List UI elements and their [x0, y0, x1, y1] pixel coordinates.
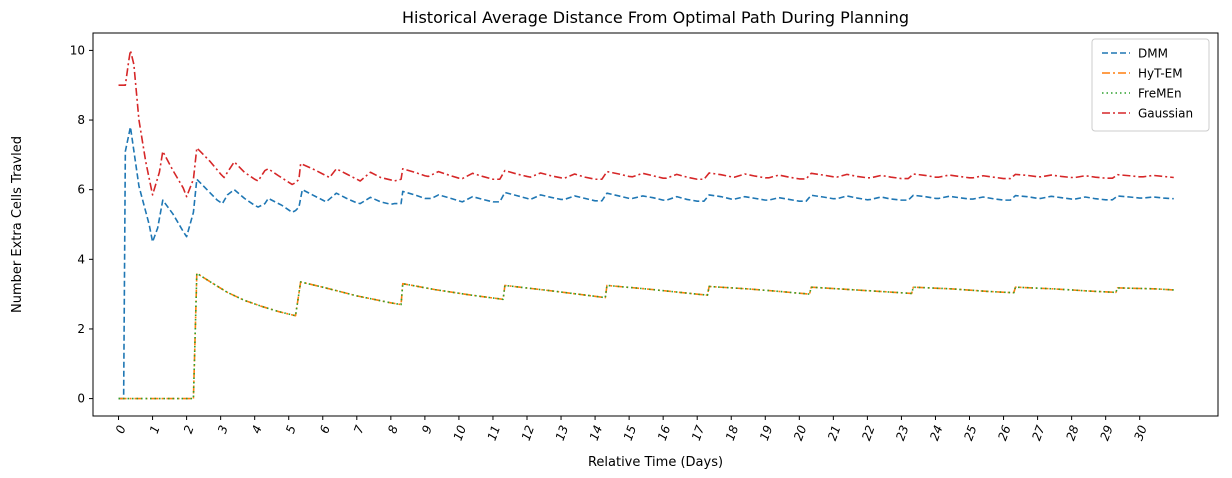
x-tick-label: 27 [1029, 423, 1048, 442]
x-tick-label: 4 [249, 423, 265, 435]
x-tick-label: 9 [419, 423, 435, 435]
y-tick-label: 2 [77, 322, 85, 336]
x-tick-label: 20 [791, 423, 810, 442]
x-axis: 0 1 2 3 4 5 6 7 8 9 10 11 12 13 14 15 16 17 18 19 20 21 22 23 24… [113, 416, 1150, 443]
x-axis-label: Relative Time (Days) [588, 455, 723, 470]
chart-title: Historical Average Distance From Optimal… [402, 8, 909, 27]
x-tick-label: 11 [485, 423, 503, 442]
x-tick-label: 17 [689, 423, 708, 442]
x-tick-label: 1 [147, 423, 163, 435]
x-tick-label: 30 [1131, 423, 1150, 442]
axes-background [93, 33, 1218, 416]
x-tick-label: 12 [519, 423, 537, 442]
legend: DMM HyT-EM FreMEn Gaussian [1091, 38, 1210, 132]
x-tick-label: 18 [723, 423, 742, 442]
legend-label: FreMEn [1138, 87, 1182, 101]
y-tick-label: 0 [77, 392, 85, 406]
x-tick-label: 2 [181, 423, 197, 435]
x-tick-label: 23 [893, 423, 911, 442]
x-tick-label: 21 [825, 423, 843, 442]
x-tick-label: 28 [1063, 423, 1082, 442]
x-tick-label: 24 [927, 423, 945, 442]
y-tick-label: 10 [70, 43, 85, 57]
series-line-gaussian [118, 49, 1174, 198]
legend-label: HyT-EM [1138, 67, 1183, 81]
legend-box [1091, 38, 1210, 132]
y-tick-label: 6 [77, 183, 85, 197]
series-line-fremen [118, 272, 1174, 400]
series-line-hyt-em [118, 272, 1174, 400]
legend-label: DMM [1138, 47, 1168, 61]
x-tick-label: 26 [995, 423, 1014, 442]
x-tick-label: 10 [451, 423, 470, 442]
x-tick-label: 16 [655, 423, 674, 442]
x-tick-label: 29 [1097, 423, 1115, 442]
y-tick-label: 4 [77, 252, 85, 266]
plot-area [92, 32, 1219, 417]
x-tick-label: 14 [587, 423, 605, 442]
series-layer [118, 49, 1174, 400]
x-tick-label: 22 [859, 423, 877, 442]
x-tick-label: 19 [757, 423, 775, 442]
axes-frame [92, 32, 1219, 417]
y-axis: 0 2 4 6 8 10 [70, 43, 93, 406]
y-tick-label: 8 [77, 113, 85, 127]
y-axis-label: Number Extra Cells Travled [10, 136, 25, 313]
x-tick-label: 5 [283, 423, 299, 435]
x-tick-label: 13 [553, 423, 571, 442]
x-tick-label: 15 [621, 423, 639, 442]
x-tick-label: 25 [961, 423, 979, 442]
legend-label: Gaussian [1138, 107, 1193, 121]
x-tick-label: 3 [215, 423, 231, 435]
